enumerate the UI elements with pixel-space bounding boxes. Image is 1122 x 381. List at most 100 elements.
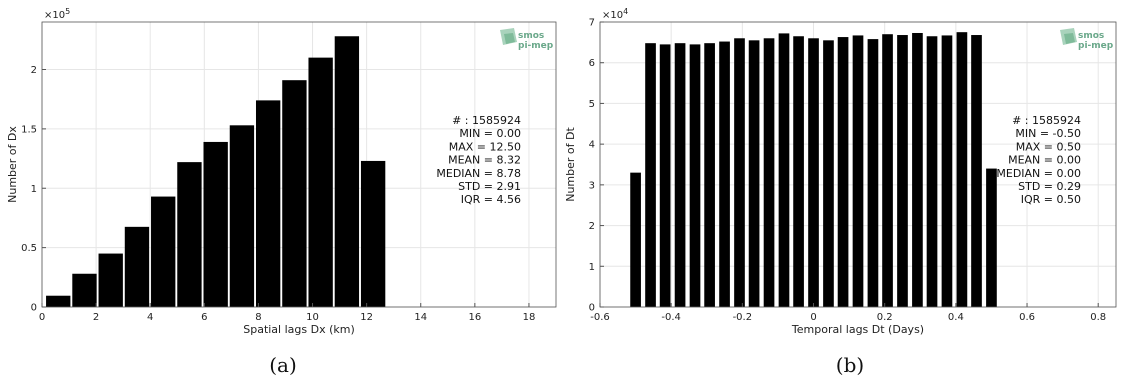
y-tick-label: 0 (31, 303, 37, 314)
y-tick-label: 2 (589, 221, 595, 232)
stats-line: IQR = 4.56 (461, 193, 521, 206)
y-axis-multiplier: ×104 (602, 7, 628, 21)
bar (956, 32, 968, 308)
x-axis-label: Temporal lags Dt (Days) (791, 323, 924, 336)
x-tick-label: 14 (414, 312, 427, 323)
y-tick-label: 1 (31, 184, 37, 195)
bar (645, 43, 656, 308)
chart-panel-a: 0 2 4 6 8 10 12 14 16 18 0 0.5 1 1.5 2 ×105 Spatial lags… (6, 7, 557, 377)
chart-panel-b: -0.6 -0.4 -0.2 0 0.2 0.4 0.6 0.8 0 1 2 3 4 5 6 7 ×104 Tem… (564, 7, 1117, 377)
y-tick-label: 5 (589, 99, 595, 110)
stats-line: # : 1585924 (1012, 114, 1081, 127)
stats-line: MIN = -0.50 (1015, 127, 1081, 140)
bar (46, 295, 71, 307)
y-tick-label: 2 (31, 65, 37, 76)
x-tick-label: 10 (306, 312, 319, 323)
bar (852, 35, 864, 307)
x-tick-label: 4 (147, 312, 153, 323)
y-tick-label: 4 (589, 140, 595, 151)
y-tick-label: 1 (589, 262, 595, 273)
panel-caption: (a) (269, 353, 297, 377)
stats-line: MAX = 0.50 (1016, 140, 1081, 153)
x-tick-label: 18 (523, 312, 536, 323)
bar (255, 100, 281, 307)
bar (793, 36, 804, 307)
bar (674, 43, 686, 308)
bar (763, 38, 775, 308)
y-tick-label: 0.5 (21, 243, 37, 254)
stats-line: MIN = 0.00 (459, 127, 521, 140)
axes-box (41, 21, 557, 308)
y-tick-label: 6 (589, 58, 595, 69)
bar (229, 125, 255, 307)
bar (282, 80, 307, 307)
x-tick-label: 0.2 (877, 312, 893, 323)
bar (203, 141, 228, 307)
x-tick-label: 0.6 (1019, 312, 1035, 323)
x-tick-label: 0.8 (1090, 312, 1106, 323)
bar (630, 172, 641, 307)
x-tick-label: 2 (93, 312, 99, 323)
bar (151, 196, 176, 307)
stats-line: MEDIAN = 0.00 (996, 167, 1081, 180)
stats-line: STD = 2.91 (458, 180, 521, 193)
logo-leaf-inner-icon (504, 33, 515, 44)
stats-line: MEAN = 0.00 (1008, 154, 1081, 167)
bar (98, 253, 123, 307)
bar (72, 273, 97, 307)
x-tick-label: -0.2 (733, 312, 753, 323)
logo-text-smos: smos (518, 31, 544, 41)
y-axis-multiplier: ×105 (44, 7, 70, 21)
stats-line: MAX = 12.50 (449, 140, 521, 153)
bar (704, 43, 715, 308)
bar (659, 44, 671, 308)
x-tick-label: 0 (39, 312, 45, 323)
stats-line: # : 1585924 (452, 114, 521, 127)
bar (124, 226, 150, 307)
x-tick-label: 8 (255, 312, 261, 323)
bar (748, 40, 760, 307)
stats-line: STD = 0.29 (1018, 180, 1081, 193)
x-axis-label: Spatial lags Dx (km) (243, 323, 355, 336)
bar (837, 37, 849, 308)
stats-line: MEDIAN = 8.78 (436, 167, 521, 180)
logo-text-pimep: pi-mep (518, 41, 554, 51)
y-axis-label: Number of Dx (6, 126, 19, 203)
bar (177, 162, 202, 307)
y-axis-label: Number of Dt (564, 127, 577, 202)
axes-box (599, 21, 1117, 308)
bar (823, 40, 834, 307)
x-tick-label: 0 (810, 312, 816, 323)
bar (882, 34, 893, 307)
bar (926, 36, 938, 307)
x-tick-label: 0.4 (948, 312, 964, 323)
logo-text-smos: smos (1078, 31, 1104, 41)
bar (986, 168, 997, 307)
x-tick-label: -0.4 (661, 312, 681, 323)
y-tick-label: 3 (589, 180, 595, 191)
x-tick-label: -0.6 (590, 312, 610, 323)
bar (334, 36, 360, 307)
bar (941, 35, 953, 307)
logo-leaf-inner-icon (1064, 33, 1075, 44)
bar (971, 35, 982, 308)
y-tick-label: 1.5 (21, 124, 37, 135)
bar (897, 35, 908, 308)
stats-line: MEAN = 8.32 (448, 154, 521, 167)
x-tick-label: 12 (360, 312, 373, 323)
x-tick-label: 16 (468, 312, 481, 323)
bar (778, 33, 790, 308)
bar (867, 39, 879, 307)
bar (719, 41, 730, 308)
logo-text-pimep: pi-mep (1078, 41, 1114, 51)
bar (734, 38, 745, 308)
bar (912, 32, 923, 307)
panel-caption: (b) (836, 353, 864, 377)
bar (689, 44, 701, 308)
bar (360, 160, 386, 307)
x-tick-label: 6 (201, 312, 207, 323)
y-tick-label: 7 (589, 18, 595, 29)
